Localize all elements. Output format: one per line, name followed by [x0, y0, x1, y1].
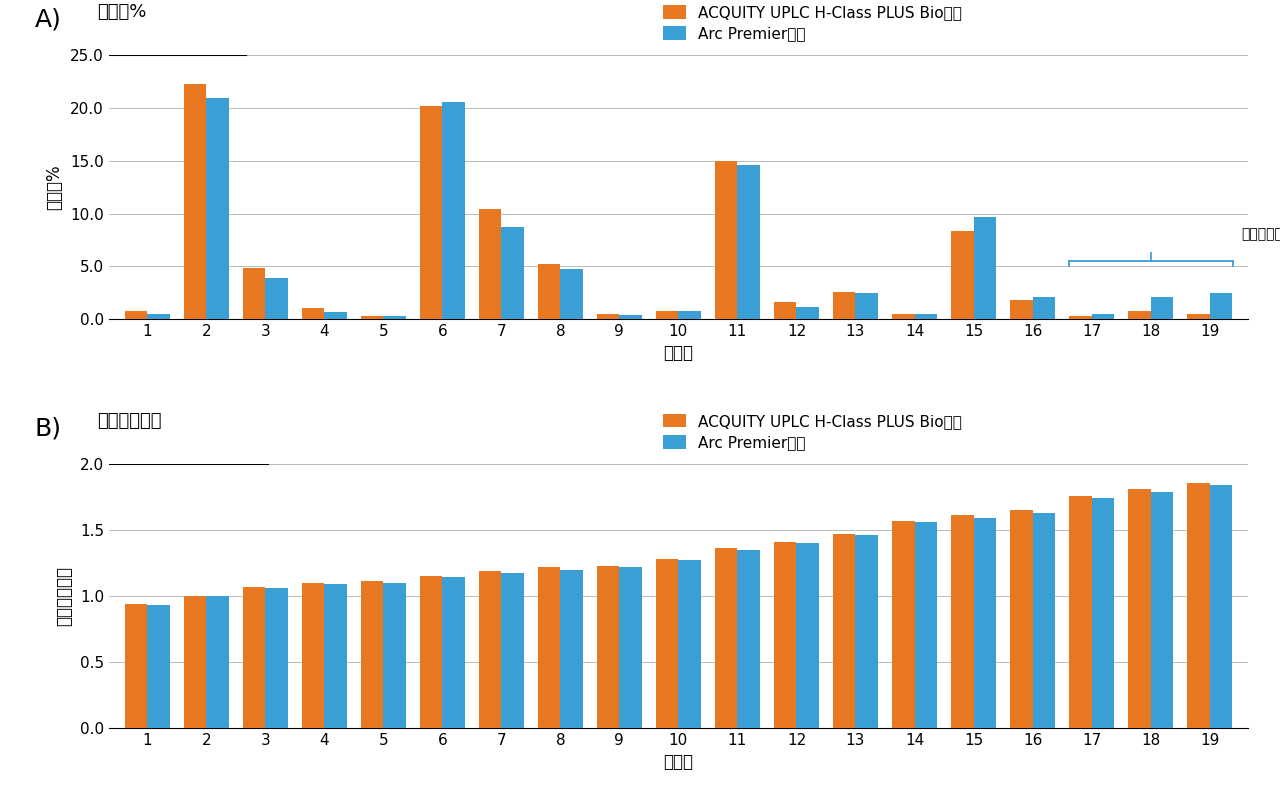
Y-axis label: 峰面积%: 峰面积% [45, 165, 63, 210]
Bar [796, 543, 819, 728]
Bar [716, 161, 737, 319]
Bar [892, 314, 914, 319]
Bar [265, 588, 288, 728]
Bar [302, 583, 324, 728]
Bar [951, 516, 974, 728]
Bar [596, 566, 620, 728]
Bar [716, 548, 737, 728]
Bar [774, 302, 796, 319]
Bar [1092, 314, 1114, 319]
Bar [914, 522, 937, 728]
Bar [420, 576, 443, 728]
Bar [479, 571, 502, 728]
Bar [443, 577, 465, 728]
Bar [1188, 483, 1210, 728]
Bar [206, 596, 229, 728]
Bar [974, 518, 996, 728]
X-axis label: 峰编号: 峰编号 [663, 753, 694, 771]
Bar [833, 292, 855, 319]
Bar [1210, 293, 1233, 319]
Bar [655, 559, 678, 728]
Bar [302, 308, 324, 319]
Bar [147, 605, 169, 728]
Bar [833, 534, 855, 728]
Y-axis label: 相对保留时间: 相对保留时间 [55, 566, 73, 626]
Bar [443, 102, 465, 319]
Bar [1069, 316, 1092, 319]
Bar [892, 520, 914, 728]
Text: 双唾液酸化游离寡糖: 双唾液酸化游离寡糖 [1242, 228, 1280, 242]
Bar [147, 314, 169, 319]
Bar [538, 264, 561, 319]
Bar [502, 573, 524, 728]
Bar [1151, 492, 1172, 728]
Bar [265, 278, 288, 319]
Legend: ACQUITY UPLC H-Class PLUS Bio系统, Arc Premier系统: ACQUITY UPLC H-Class PLUS Bio系统, Arc Pre… [663, 5, 963, 41]
Bar [1210, 485, 1233, 728]
Bar [737, 165, 760, 319]
Text: B): B) [35, 417, 61, 441]
Bar [502, 227, 524, 319]
Bar [1128, 489, 1151, 728]
Bar [796, 308, 819, 319]
Bar [1010, 300, 1033, 319]
Bar [420, 106, 443, 319]
Text: A): A) [35, 8, 61, 32]
Bar [383, 583, 406, 728]
Bar [1069, 496, 1092, 728]
Bar [124, 604, 147, 728]
Bar [361, 581, 383, 728]
Bar [596, 314, 620, 319]
Bar [124, 311, 147, 319]
Bar [1033, 297, 1055, 319]
Bar [678, 560, 701, 728]
Bar [620, 567, 641, 728]
Bar [184, 84, 206, 319]
Bar [243, 268, 265, 319]
Bar [855, 293, 878, 319]
Bar [243, 587, 265, 728]
Text: 峰面积%: 峰面积% [97, 3, 147, 21]
Bar [855, 536, 878, 728]
Bar [1033, 513, 1055, 728]
Bar [1188, 314, 1210, 319]
Bar [1010, 510, 1033, 728]
Bar [538, 567, 561, 728]
Bar [324, 584, 347, 728]
Legend: ACQUITY UPLC H-Class PLUS Bio系统, Arc Premier系统: ACQUITY UPLC H-Class PLUS Bio系统, Arc Pre… [663, 414, 963, 450]
Bar [914, 314, 937, 319]
Bar [1128, 311, 1151, 319]
Bar [620, 315, 641, 319]
Bar [383, 316, 406, 319]
Bar [206, 97, 229, 319]
X-axis label: 峰编号: 峰编号 [663, 344, 694, 362]
Bar [561, 570, 582, 728]
Bar [561, 270, 582, 319]
Bar [951, 232, 974, 319]
Bar [1151, 297, 1172, 319]
Bar [184, 596, 206, 728]
Bar [655, 311, 678, 319]
Text: 相对保留时间: 相对保留时间 [97, 412, 161, 430]
Bar [678, 311, 701, 319]
Bar [737, 550, 760, 728]
Bar [774, 542, 796, 728]
Bar [974, 217, 996, 319]
Bar [324, 312, 347, 319]
Bar [361, 316, 383, 319]
Bar [1092, 498, 1114, 728]
Bar [479, 210, 502, 319]
